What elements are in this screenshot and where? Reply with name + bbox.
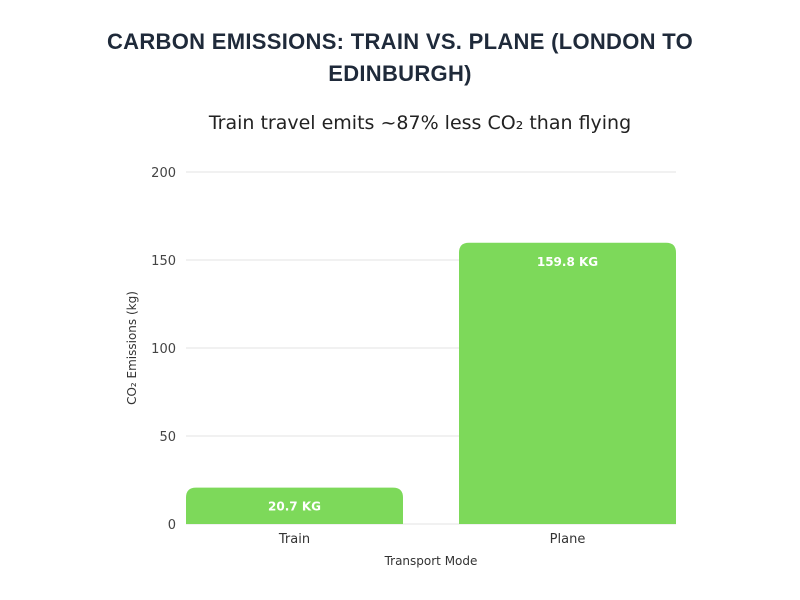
y-tick-label: 0 [168, 518, 176, 533]
x-axis-categories: Train Plane [278, 532, 585, 547]
chart-subtitle: Train travel emits ~87% less CO₂ than fl… [208, 112, 632, 134]
bar-plane [459, 242, 676, 524]
x-axis-title: Transport Mode [384, 554, 478, 568]
chart-title: CARBON EMISSIONS: TRAIN VS. PLANE (LONDO… [106, 29, 694, 86]
category-label-plane: Plane [550, 532, 586, 547]
data-label-train: 20.7 KG [268, 500, 321, 514]
y-tick-label: 150 [151, 254, 176, 269]
y-axis-ticks: 0 50 100 150 200 [151, 166, 176, 533]
category-label-train: Train [278, 532, 310, 547]
bar-labels: 20.7 KG 159.8 KG [268, 255, 598, 514]
y-tick-label: 100 [151, 342, 176, 357]
y-tick-label: 200 [151, 166, 176, 181]
y-tick-label: 50 [159, 430, 176, 445]
bars [186, 242, 676, 524]
bar-train [186, 487, 403, 524]
data-label-plane: 159.8 KG [537, 255, 598, 269]
y-axis-title: CO₂ Emissions (kg) [125, 291, 139, 405]
